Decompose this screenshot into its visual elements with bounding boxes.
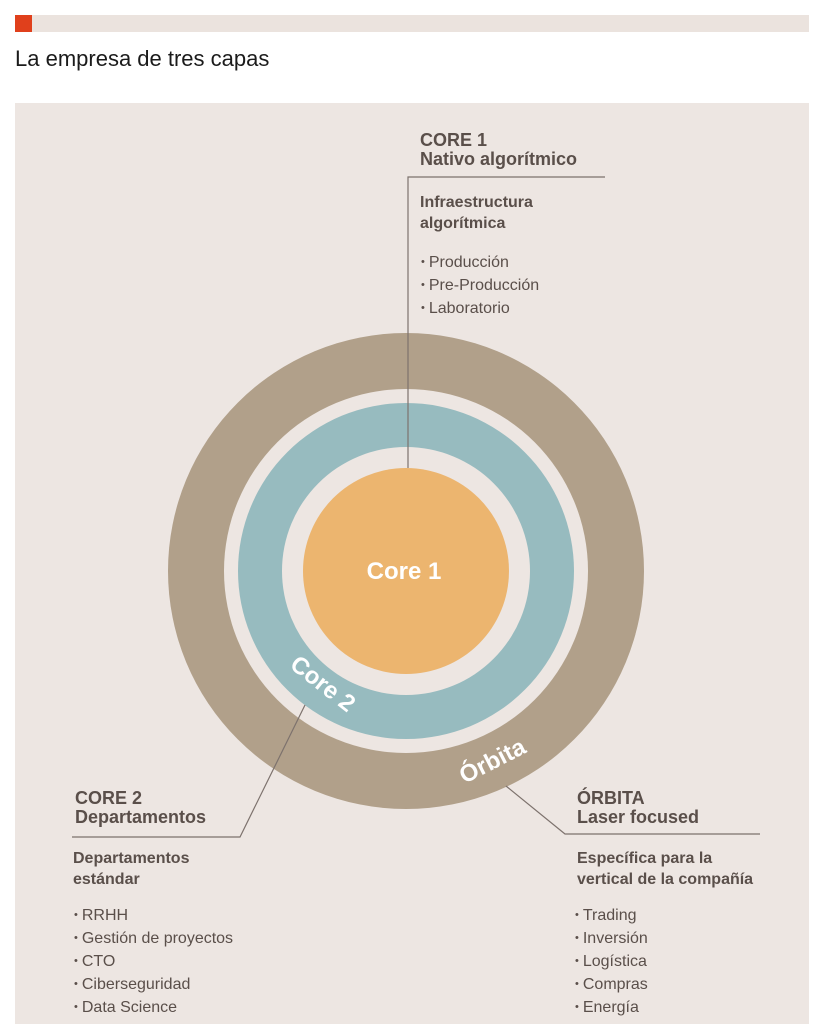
core2-list: RRHH Gestión de proyectos CTO Cibersegur… (74, 905, 233, 1020)
core1-disc (303, 468, 509, 674)
accent-square (15, 15, 32, 32)
orbita-heading: ÓRBITA Laser focused (577, 789, 699, 827)
page-title: La empresa de tres capas (15, 46, 270, 71)
core1-heading: CORE 1 Nativo algorítmico (420, 131, 577, 169)
list-item: Gestión de proyectos (74, 928, 233, 951)
list-item: Energía (575, 997, 648, 1020)
core2-heading-line2: Departamentos (75, 807, 207, 827)
list-item: CTO (74, 951, 233, 974)
core2-heading: CORE 2 Departamentos (75, 789, 206, 827)
core2-subheading-line2: estándar (73, 871, 140, 888)
header-bar (15, 15, 809, 32)
core2-leader-line (72, 704, 306, 838)
list-item: Compras (575, 974, 648, 997)
core1-heading-line1: CORE 1 (420, 130, 488, 150)
orbita-leader-line (505, 785, 760, 835)
core2-heading-line1: CORE 2 (75, 788, 143, 808)
core1-heading-line2: Nativo algorítmico (420, 149, 578, 169)
list-item: Logística (575, 951, 648, 974)
core1-list: Producción Pre-Producción Laboratorio (421, 252, 539, 321)
orbita-subheading-line1: Específica para la (577, 850, 713, 867)
list-item: Inversión (575, 928, 648, 951)
core1-subheading-line1: Infraestructura (420, 194, 533, 211)
core2-subheading: Departamentos estándar (73, 848, 189, 890)
list-item: Trading (575, 905, 648, 928)
orbita-heading-line1: ÓRBITA (577, 788, 645, 808)
core1-circle-label: Core 1 (367, 558, 442, 585)
orbita-heading-line2: Laser focused (577, 807, 700, 827)
list-item: RRHH (74, 905, 233, 928)
orbita-subheading: Específica para la vertical de la compañ… (577, 848, 753, 890)
core1-subheading: Infraestructura algorítmica (420, 192, 533, 234)
list-item: Data Science (74, 997, 233, 1020)
orbita-subheading-line2: vertical de la compañía (577, 871, 754, 888)
list-item: Pre-Producción (421, 275, 539, 298)
orbita-list: Trading Inversión Logística Compras Ener… (575, 905, 648, 1020)
list-item: Ciberseguridad (74, 974, 233, 997)
core2-subheading-line1: Departamentos (73, 850, 190, 867)
core1-leader-line (407, 176, 605, 468)
core1-subheading-line2: algorítmica (420, 215, 506, 232)
list-item: Producción (421, 252, 539, 275)
list-item: Laboratorio (421, 298, 539, 321)
